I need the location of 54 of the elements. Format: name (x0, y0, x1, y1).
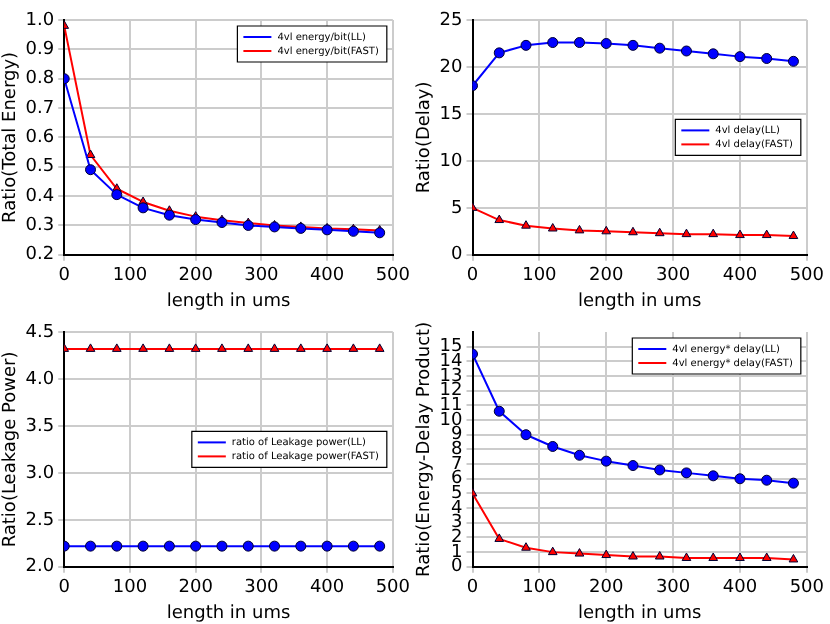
x-tick-label: 500 (375, 266, 411, 287)
x-axis-title: length in ums (577, 603, 703, 624)
y-tick-label: 3.0 (25, 463, 55, 484)
x-tick-label: 100 (112, 266, 148, 287)
x-tick-label: 400 (309, 578, 345, 599)
y-tick-label: 10 (439, 151, 464, 172)
y-tick-label: 0.8 (25, 69, 55, 90)
x-tick-label: 0 (58, 578, 71, 599)
y-tick-label: 4.5 (25, 322, 55, 343)
x-tick-label: 200 (178, 266, 214, 287)
x-tick-label: 300 (655, 578, 691, 599)
x-tick-label: 400 (722, 578, 758, 599)
x-tick-label: 100 (522, 578, 558, 599)
y-tick-label: 0.2 (25, 245, 55, 266)
y-tick-label: 2.5 (25, 510, 55, 531)
x-tick-label: 300 (655, 266, 691, 287)
y-tick-label: 0 (451, 557, 464, 578)
x-axis-title: length in ums (166, 291, 291, 312)
y-axis-title: Ratio(Delay) (415, 81, 436, 194)
x-tick-label: 500 (789, 266, 825, 287)
y-tick-label: 0.3 (25, 216, 55, 237)
x-tick-label: 500 (789, 578, 825, 599)
y-tick-label: 20 (439, 57, 464, 78)
y-tick-label: 0.9 (25, 40, 55, 61)
y-tick-label: 0.6 (25, 128, 55, 149)
y-tick-label: 0.7 (25, 98, 55, 119)
x-tick-label: 200 (178, 578, 214, 599)
x-tick-label: 400 (722, 266, 758, 287)
x-tick-label: 300 (244, 266, 280, 287)
y-tick-label: 0.4 (25, 186, 55, 207)
y-tick-label: 15 (439, 104, 463, 125)
x-tick-label: 400 (309, 266, 345, 287)
y-tick-label: 25 (439, 10, 463, 31)
x-tick-label: 0 (58, 266, 71, 287)
y-tick-label: 1.0 (25, 10, 55, 31)
y-axis-title: Ratio(Energy-Delay Product) (415, 321, 436, 577)
x-tick-label: 100 (522, 266, 558, 287)
x-tick-label: 200 (589, 266, 624, 287)
y-tick-label: 0 (451, 245, 464, 266)
y-tick-label: 0.5 (25, 157, 55, 178)
y-tick-label: 5 (451, 198, 463, 219)
y-tick-label: 3.5 (25, 416, 55, 437)
y-tick-label: 4.0 (25, 369, 55, 390)
x-tick-label: 100 (112, 578, 148, 599)
x-tick-label: 0 (466, 266, 479, 287)
x-axis-title: length in ums (577, 291, 703, 312)
x-tick-label: 300 (244, 578, 280, 599)
x-axis-title: length in ums (166, 603, 291, 624)
x-tick-label: 0 (466, 578, 479, 599)
y-axis-title: Ratio(Leakage Power) (1, 351, 22, 548)
y-axis-title: Ratio(Total Energy) (1, 51, 22, 223)
x-tick-label: 500 (375, 578, 411, 599)
y-tick-label: 2.0 (25, 557, 55, 578)
x-tick-label: 200 (589, 578, 624, 599)
